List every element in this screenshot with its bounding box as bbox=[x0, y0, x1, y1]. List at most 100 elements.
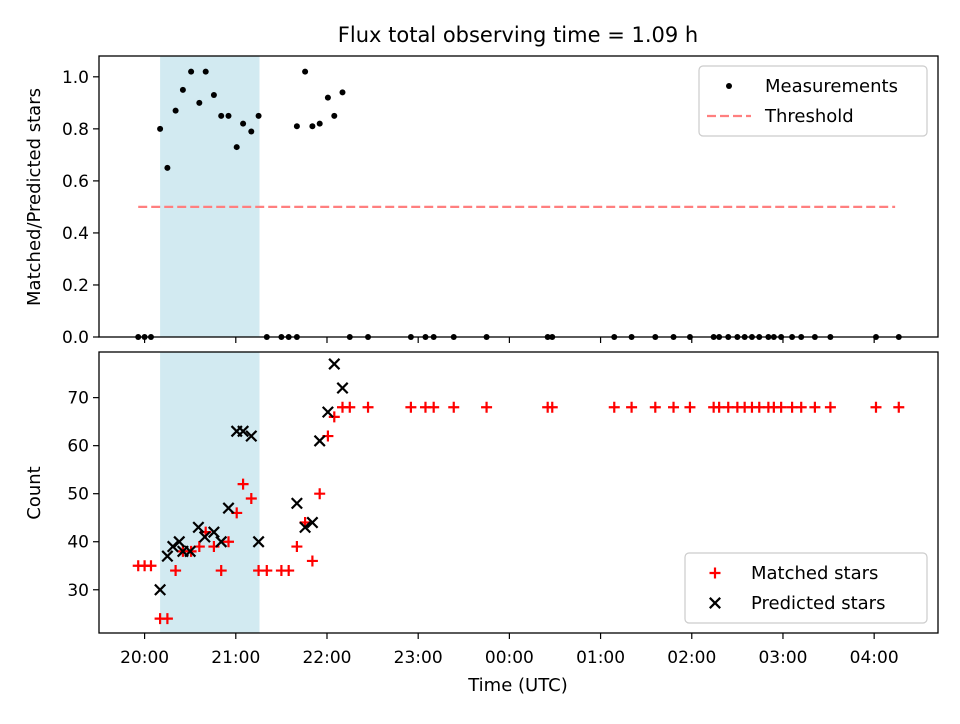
matched-star-point bbox=[222, 536, 234, 548]
x-tick-label: 04:00 bbox=[850, 648, 899, 668]
legend-label: Matched stars bbox=[751, 563, 878, 584]
matched-star-point bbox=[161, 613, 173, 625]
matched-star-point bbox=[215, 565, 227, 577]
measurement-point bbox=[233, 144, 240, 151]
observing-window-span bbox=[160, 352, 260, 633]
predicted-star-point bbox=[222, 502, 235, 515]
matched-star-point bbox=[668, 401, 680, 413]
x-tick-label: 01:00 bbox=[576, 648, 625, 668]
predicted-star-point bbox=[252, 535, 265, 548]
y-tick-label: 0.8 bbox=[62, 120, 89, 140]
matched-star-point bbox=[546, 401, 558, 413]
matched-star-point bbox=[170, 565, 182, 577]
predicted-star-point bbox=[173, 535, 186, 548]
matched-star-point bbox=[405, 401, 417, 413]
axes-frame bbox=[98, 351, 939, 634]
y-tick-label: 0.6 bbox=[62, 172, 89, 192]
predicted-star-point bbox=[237, 425, 250, 438]
measurement-point bbox=[240, 120, 247, 127]
matched-star-point bbox=[824, 401, 836, 413]
legend-marker-predicted bbox=[709, 597, 721, 609]
predicted-star-point bbox=[184, 545, 197, 558]
chart-title: Flux total observing time = 1.09 h bbox=[338, 23, 698, 47]
x-tick-label: 23:00 bbox=[394, 648, 443, 668]
measurement-point bbox=[202, 68, 209, 75]
measurement-point bbox=[157, 125, 164, 132]
matched-star-point bbox=[428, 401, 440, 413]
matched-star-point bbox=[775, 401, 787, 413]
matched-star-point bbox=[328, 411, 340, 423]
measurement-point bbox=[179, 86, 186, 93]
legend-label: Measurements bbox=[765, 76, 898, 97]
y-tick-label: 0.0 bbox=[62, 328, 89, 348]
matched-star-point bbox=[261, 565, 273, 577]
matched-star-point bbox=[795, 401, 807, 413]
matched-star-point bbox=[344, 401, 356, 413]
predicted-star-point bbox=[192, 521, 205, 534]
measurement-point bbox=[331, 112, 338, 119]
y-tick-label: 70 bbox=[67, 389, 89, 409]
y-tick-label: 0.4 bbox=[62, 224, 89, 244]
predicted-star-point bbox=[336, 382, 349, 395]
predicted-star-point bbox=[328, 358, 341, 370]
matched-star-point bbox=[145, 560, 157, 572]
x-tick-label: 02:00 bbox=[667, 648, 716, 668]
x-axis-label: Time (UTC) bbox=[467, 675, 568, 696]
matched-star-point bbox=[626, 401, 638, 413]
y-tick-label: 50 bbox=[67, 485, 89, 505]
measurement-point bbox=[316, 120, 323, 127]
y-tick-label: 60 bbox=[67, 437, 89, 457]
measurement-point bbox=[309, 123, 316, 130]
measurement-point bbox=[210, 92, 217, 99]
measurement-point bbox=[302, 68, 309, 75]
predicted-star-point bbox=[299, 521, 312, 534]
measurement-point bbox=[339, 89, 346, 96]
panel-top: 0.0 0.2 0.4 0.6 0.8 1.0 Measurements Threshold bbox=[62, 55, 939, 348]
predicted-star-point bbox=[154, 583, 167, 596]
predicted-star-point bbox=[245, 430, 258, 443]
legend-marker-matched bbox=[709, 567, 721, 579]
predicted-star-point bbox=[321, 406, 334, 419]
matched-star-point bbox=[283, 565, 295, 577]
axes-frame bbox=[98, 55, 939, 338]
legend-label: Predicted stars bbox=[751, 593, 885, 614]
y-tick-label: 40 bbox=[67, 533, 89, 553]
legend-box bbox=[684, 552, 928, 624]
predicted-star-point bbox=[306, 516, 319, 529]
predicted-star-point bbox=[198, 530, 211, 543]
x-tick-label: 03:00 bbox=[758, 648, 807, 668]
matched-star-point bbox=[245, 493, 257, 505]
measurement-point bbox=[164, 164, 171, 171]
y-tick-label: 0.2 bbox=[62, 276, 89, 296]
predicted-star-point bbox=[161, 550, 174, 563]
legend-marker-measurements bbox=[726, 83, 732, 89]
matched-star-point bbox=[809, 401, 821, 413]
measurement-point bbox=[293, 123, 300, 130]
x-tick-label: 00:00 bbox=[485, 648, 534, 668]
matched-star-point bbox=[608, 401, 620, 413]
y-tick-label: 1.0 bbox=[62, 68, 89, 88]
measurement-point bbox=[172, 107, 179, 114]
matched-star-point bbox=[870, 401, 882, 413]
predicted-star-point bbox=[313, 434, 326, 447]
legend-label: Threshold bbox=[764, 106, 854, 127]
measurement-point bbox=[255, 112, 262, 119]
measurement-point bbox=[248, 128, 255, 135]
matched-star-point bbox=[362, 401, 374, 413]
matched-star-point bbox=[306, 555, 318, 567]
measurement-point bbox=[218, 112, 225, 119]
measurement-point bbox=[188, 68, 195, 75]
x-tick-label: 20:00 bbox=[120, 648, 169, 668]
x-tick-label: 21:00 bbox=[211, 648, 260, 668]
matched-star-point bbox=[448, 401, 460, 413]
predicted-star-point bbox=[215, 535, 228, 548]
matched-star-point bbox=[684, 401, 696, 413]
measurement-point bbox=[324, 94, 331, 101]
y-axis-label-top: Matched/Predicted stars bbox=[24, 88, 45, 306]
matched-star-point bbox=[893, 401, 905, 413]
predicted-star-point bbox=[207, 526, 220, 539]
observing-window-span bbox=[160, 56, 260, 337]
measurement-point bbox=[225, 112, 232, 119]
